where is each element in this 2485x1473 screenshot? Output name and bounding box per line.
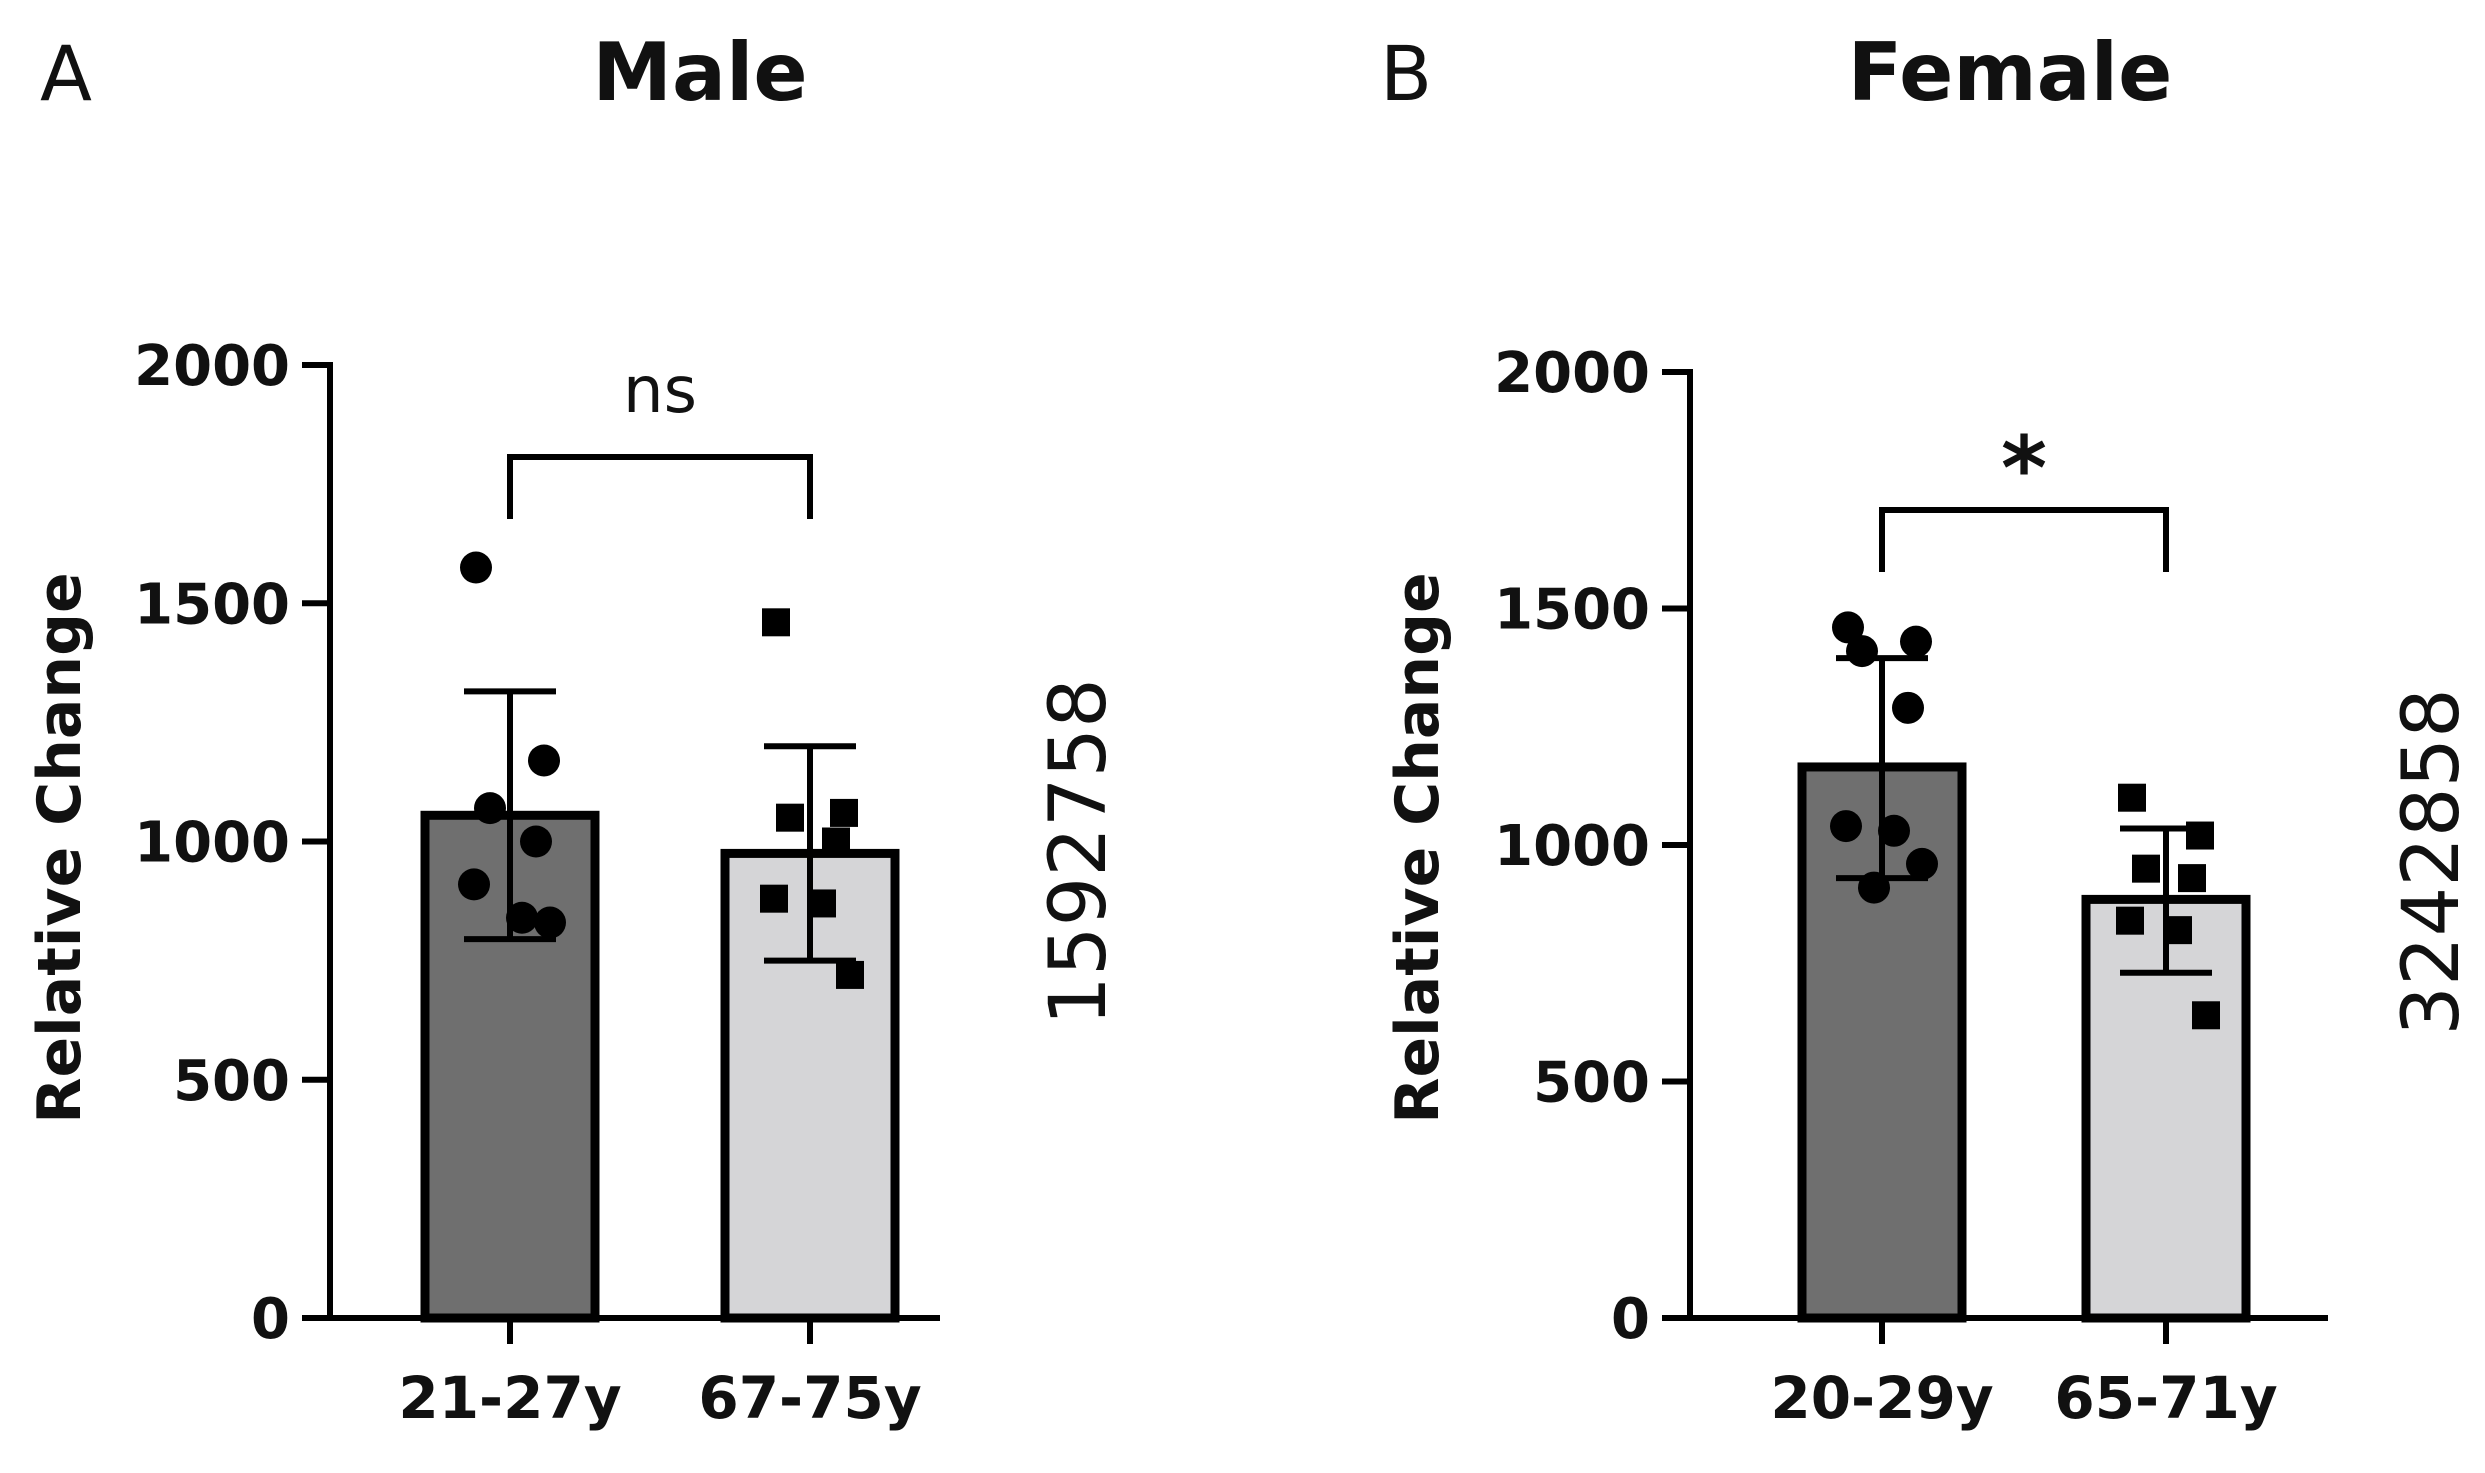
panel-a-y-tick-label-500: 500: [173, 1049, 290, 1114]
panel-a-y-tick-label-1500: 1500: [134, 572, 290, 637]
panel-b-y-tick-label-500: 500: [1533, 1051, 1650, 1116]
panel-a-significance-bracket: [507, 454, 813, 519]
panel-a-point-2-7: [836, 960, 864, 989]
panel-b-point-2-2: [2186, 821, 2214, 850]
panel-b-y-tick-label-1500: 1500: [1494, 578, 1650, 643]
panel-b-point-1-1: [1832, 611, 1864, 644]
panel-b-point-1-2: [1900, 625, 1932, 658]
panel-b-y-tick-label-0: 0: [1611, 1287, 1650, 1352]
panel-a-point-2-4: [822, 827, 850, 856]
panel-a-point-2-1: [762, 608, 790, 637]
panel-a-error-bar-1: [464, 688, 556, 943]
panel-a-point-1-7: [534, 906, 566, 939]
panel-b-point-2-6: [2164, 916, 2192, 945]
panel-a-point-2-2: [830, 798, 858, 827]
panel-b-letter: B: [1380, 29, 1432, 118]
panel-a-significance-label: ns: [623, 354, 697, 428]
panel-b-y-tick-label-1000: 1000: [1494, 814, 1650, 879]
panel-a-y-tick-label-1000: 1000: [134, 811, 290, 876]
panel-b-point-1-8: [1858, 871, 1890, 904]
panel-b-side-label: 3242858: [2387, 688, 2477, 1035]
panel-b-significance-label: *: [2001, 417, 2047, 520]
panel-a-y-tick-label-0: 0: [251, 1287, 290, 1352]
panel-a-y-tick-label-2000: 2000: [134, 334, 290, 399]
panel-a-category-label-1: 21-27y: [398, 1364, 621, 1432]
panel-a-point-2-3: [776, 803, 804, 832]
panel-b-point-1-6: [1878, 814, 1910, 847]
panel-a: A Male Relative Change 1592758 0 500 1000 1…: [25, 26, 1124, 1432]
panel-a-point-2-5: [760, 884, 788, 913]
panel-a-point-1-2: [528, 744, 560, 777]
panel-b-significance-bracket: [1879, 507, 2169, 572]
panel-b-point-1-3: [1846, 635, 1878, 668]
panel-b-category-label-1: 20-29y: [1770, 1364, 1993, 1432]
panel-a-side-label: 1592758: [1034, 678, 1124, 1025]
panel-b-point-2-7: [2192, 1001, 2220, 1030]
panel-b-point-2-5: [2116, 906, 2144, 935]
panel-b-point-1-7: [1906, 847, 1938, 880]
panel-a-title: Male: [592, 26, 807, 119]
panel-b-plot-area: 0 500 1000 1500 2000 20-29y 65-71y *: [1494, 341, 2328, 1432]
panel-a-point-1-6: [506, 901, 538, 934]
panel-b-title: Female: [1848, 26, 2173, 119]
panel-a-letter: A: [40, 29, 92, 118]
panel-b-y-axis-title: Relative Change: [1383, 572, 1453, 1123]
panel-a-error-bar-2: [764, 743, 856, 964]
panel-b-point-2-3: [2132, 854, 2160, 883]
panel-a-point-1-1: [460, 551, 492, 584]
panel-a-point-2-6: [808, 889, 836, 918]
panel-a-point-1-5: [458, 868, 490, 901]
panel-b-point-1-4: [1892, 691, 1924, 724]
panel-b-category-label-2: 65-71y: [2054, 1364, 2277, 1432]
panel-a-plot-area: 0 500 1000 1500 2000 21-27y 67-75y ns: [134, 334, 940, 1432]
panel-b: B Female Relative Change 3242858 0 500 100…: [1380, 26, 2477, 1432]
panel-b-point-2-4: [2178, 864, 2206, 893]
panel-b-point-1-5: [1830, 810, 1862, 843]
panel-b-point-2-1: [2118, 783, 2146, 812]
panel-b-y-tick-label-2000: 2000: [1494, 341, 1650, 406]
panel-a-point-1-4: [520, 825, 552, 858]
panel-a-point-1-3: [474, 792, 506, 825]
panel-a-y-axis-title: Relative Change: [25, 572, 95, 1123]
panel-a-category-label-2: 67-75y: [698, 1364, 921, 1432]
